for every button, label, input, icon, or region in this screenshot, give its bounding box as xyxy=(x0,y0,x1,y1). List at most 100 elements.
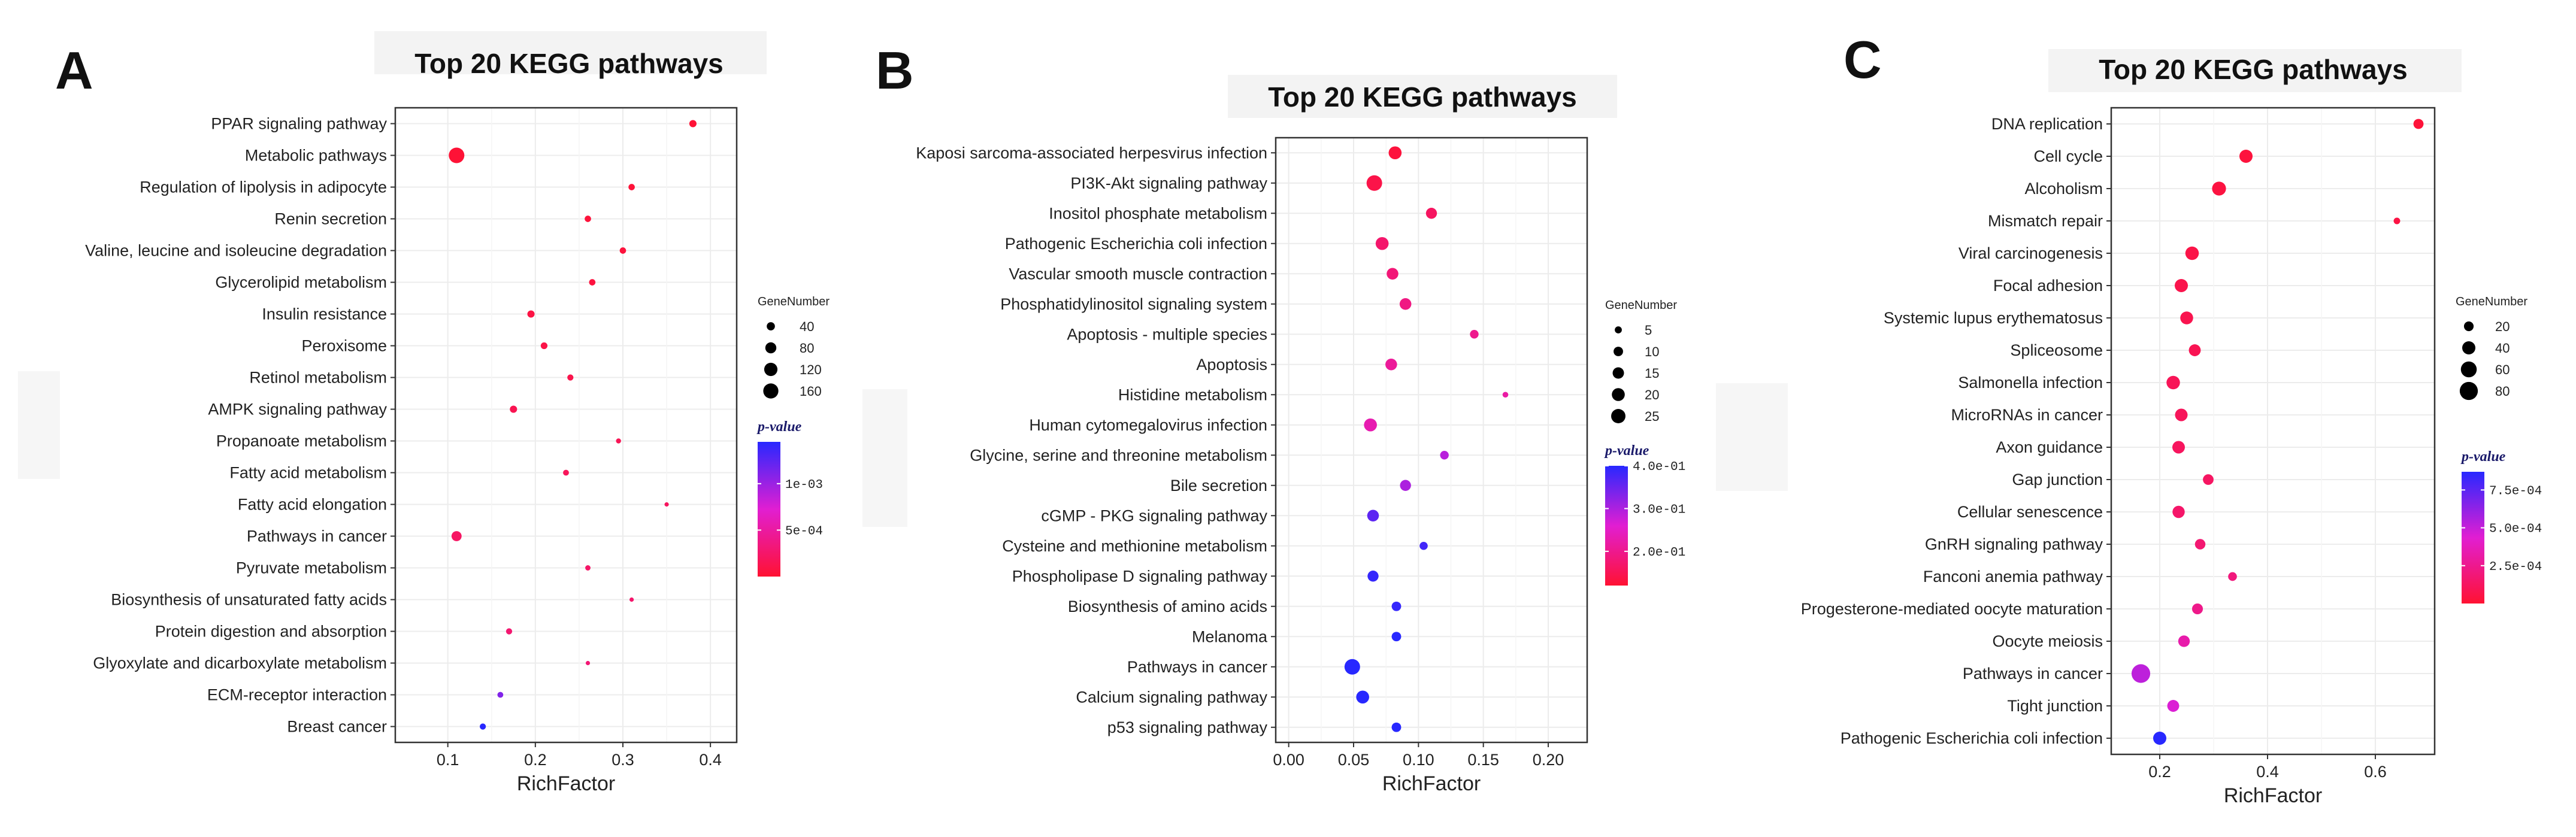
y-tick-label: Peroxisome xyxy=(301,337,387,355)
y-tick-label: Viral carcinogenesis xyxy=(1959,244,2103,262)
size-legend-label: 40 xyxy=(2495,341,2510,356)
data-point xyxy=(1367,571,1379,582)
size-legend-dot xyxy=(1611,409,1625,423)
data-point xyxy=(2239,150,2253,163)
data-point xyxy=(589,279,596,286)
data-point xyxy=(527,310,535,318)
color-legend-label: 7.5e-04 xyxy=(2489,484,2542,498)
y-tick-label: Phosphatidylinositol signaling system xyxy=(1000,295,1267,313)
y-tick-label: Cell cycle xyxy=(2033,147,2103,165)
color-legend-label: 1e-03 xyxy=(785,478,823,492)
panel-label: B xyxy=(876,41,914,100)
size-legend-label: 5 xyxy=(1645,323,1652,338)
y-tick-label: Renin secretion xyxy=(274,210,387,228)
plot-frame xyxy=(1275,137,1588,744)
size-legend-dot xyxy=(767,322,775,330)
size-legend-dot xyxy=(1612,388,1625,401)
data-point xyxy=(449,147,465,163)
panel-label: C xyxy=(1844,30,1882,89)
size-legend-dot xyxy=(1614,347,1623,356)
x-axis-label: RichFactor xyxy=(2224,784,2322,807)
x-tick-label: 0.6 xyxy=(2364,763,2387,781)
x-tick-label: 0.1 xyxy=(437,751,459,769)
y-tick-label: Human cytomegalovirus infection xyxy=(1029,416,1267,434)
y-tick-label: Metabolic pathways xyxy=(245,147,387,165)
color-legend-title: p-value xyxy=(756,419,802,435)
data-point xyxy=(1391,632,1401,642)
y-tick-label: Calcium signaling pathway xyxy=(1076,688,1267,706)
size-legend-dot xyxy=(2459,381,2478,401)
color-legend-label: 5.0e-04 xyxy=(2489,523,2542,536)
y-tick-label: Fanconi anemia pathway xyxy=(1923,568,2103,586)
color-legend-bar xyxy=(2462,472,2484,604)
y-tick-label: Melanoma xyxy=(1192,627,1268,645)
x-tick-label: 0.4 xyxy=(2256,763,2279,781)
y-tick-label: Progesterone-mediated oocyte maturation xyxy=(1801,600,2103,618)
data-point xyxy=(510,405,517,413)
y-tick-label: Cysteine and methionine metabolism xyxy=(1002,537,1267,555)
data-point xyxy=(1391,601,1401,611)
title-background xyxy=(1228,75,1617,118)
data-point xyxy=(628,184,635,190)
size-legend-dot xyxy=(1612,367,1624,379)
y-tick-label: Cellular senescence xyxy=(1957,503,2103,521)
data-point xyxy=(689,120,697,128)
size-legend-title: GeneNumber xyxy=(1605,299,1677,312)
color-legend-label: 3.0e-01 xyxy=(1633,503,1685,517)
chart-title: Top 20 KEGG pathways xyxy=(2099,54,2407,85)
data-point xyxy=(2166,375,2180,390)
y-tick-label: Spliceosome xyxy=(2010,341,2103,359)
y-tick-label: p53 signaling pathway xyxy=(1107,718,1268,736)
data-point xyxy=(2228,572,2237,581)
data-point xyxy=(563,469,569,476)
y-tick-label: AMPK signaling pathway xyxy=(208,401,387,418)
background-block xyxy=(1716,383,1788,491)
background-block xyxy=(18,371,60,479)
y-tick-label: Glycine, serine and threonine metabolism xyxy=(970,446,1267,464)
y-tick-label: Salmonella infection xyxy=(1958,374,2103,392)
size-legend-label: 25 xyxy=(1645,409,1659,424)
size-legend-dot xyxy=(1615,326,1622,333)
x-tick-label: 0.10 xyxy=(1403,751,1434,769)
y-tick-label: Focal adhesion xyxy=(1993,277,2103,295)
size-legend-dot xyxy=(2460,361,2477,378)
y-tick-label: Apoptosis xyxy=(1196,356,1267,374)
x-axis-label: RichFactor xyxy=(517,772,615,795)
y-tick-label: Glyoxylate and dicarboxylate metabolism xyxy=(93,654,387,672)
gridlines xyxy=(395,108,737,742)
data-point xyxy=(1391,722,1401,732)
y-tick-label: PI3K-Akt signaling pathway xyxy=(1070,174,1267,192)
title-background xyxy=(2048,49,2462,92)
data-point xyxy=(2393,217,2401,225)
color-legend-bar xyxy=(1605,466,1628,586)
size-legend-title: GeneNumber xyxy=(2456,295,2527,308)
plot-frame xyxy=(2110,107,2436,756)
data-point xyxy=(540,342,548,350)
data-point xyxy=(1364,418,1377,432)
data-point xyxy=(2191,603,2203,615)
y-tick-label: Inositol phosphate metabolism xyxy=(1049,204,1267,222)
data-point xyxy=(585,216,591,222)
y-tick-label: Apoptosis - multiple species xyxy=(1067,325,1267,343)
size-legend-label: 40 xyxy=(800,319,814,334)
x-tick-label: 0.00 xyxy=(1273,751,1304,769)
data-point xyxy=(1470,330,1479,339)
y-tick-label: Pathways in cancer xyxy=(1963,665,2103,683)
data-point xyxy=(1344,659,1360,675)
y-tick-label: Biosynthesis of unsaturated fatty acids xyxy=(111,591,387,609)
data-point xyxy=(2188,344,2201,356)
data-point xyxy=(1387,268,1399,280)
size-legend-label: 10 xyxy=(1645,344,1659,359)
size-legend-dot xyxy=(764,362,778,377)
panel-label: A xyxy=(55,41,93,100)
y-tick-label: Gap junction xyxy=(2012,471,2103,489)
x-tick-label: 0.15 xyxy=(1467,751,1499,769)
y-tick-label: Retinol metabolism xyxy=(249,369,387,387)
y-tick-label: Vascular smooth muscle contraction xyxy=(1009,265,1267,283)
x-tick-label: 0.20 xyxy=(1533,751,1564,769)
chart-title: Top 20 KEGG pathways xyxy=(414,48,723,79)
size-legend-dot xyxy=(2462,341,2475,354)
size-legend-label: 20 xyxy=(1645,387,1659,402)
data-point xyxy=(2180,311,2193,325)
